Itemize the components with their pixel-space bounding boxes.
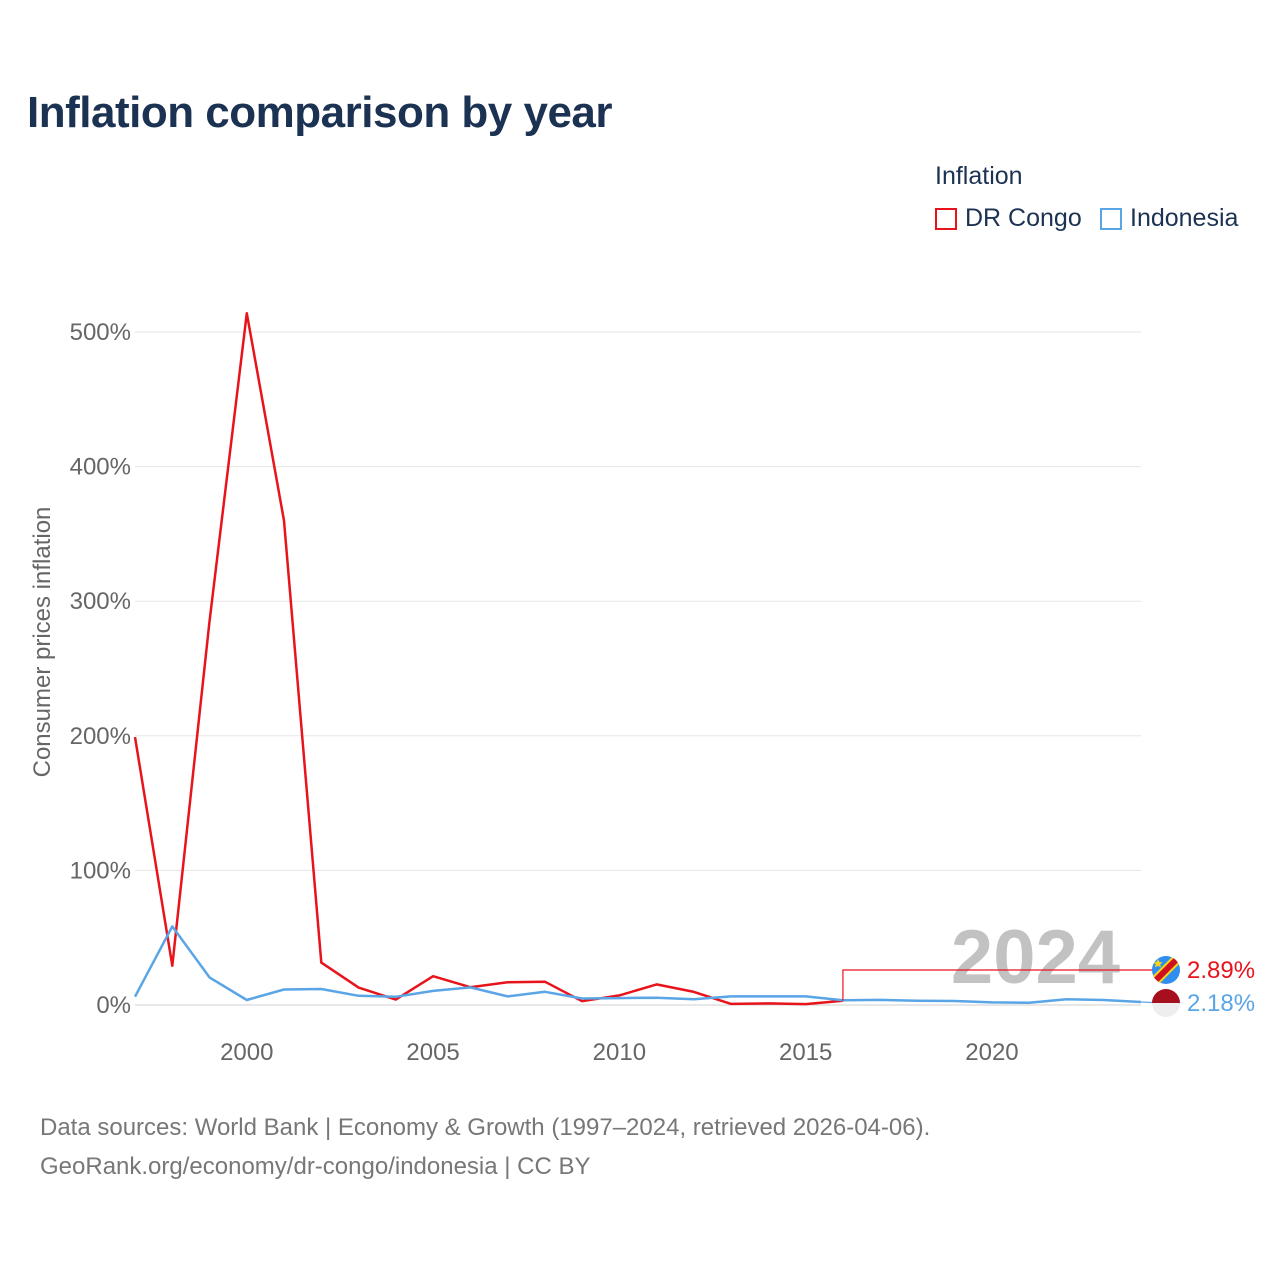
data-point-indonesia[interactable] [355, 992, 363, 1000]
data-point-dr-congo[interactable] [280, 517, 288, 525]
data-point-dr-congo[interactable] [653, 980, 661, 988]
data-point-indonesia[interactable] [727, 992, 735, 1000]
data-point-dr-congo[interactable] [168, 962, 176, 970]
series-line-indonesia[interactable] [133, 925, 1142, 1005]
legend-item-dr-congo[interactable]: DR Congo [935, 204, 1082, 233]
data-point-indonesia[interactable] [615, 994, 623, 1002]
data-point-indonesia[interactable] [168, 922, 176, 930]
data-point-indonesia[interactable] [280, 986, 288, 994]
data-source: Data sources: World Bank | Economy & Gro… [40, 1108, 930, 1186]
data-point-dr-congo[interactable] [131, 733, 139, 741]
axes: 0% 100% 200% 300% 400% 500% 2000 2005 2010 2015 20… [70, 319, 1141, 1066]
data-point-dr-congo[interactable] [802, 1000, 810, 1008]
data-point-dr-congo[interactable] [690, 988, 698, 996]
data-point-indonesia[interactable] [802, 992, 810, 1000]
legend-label-indonesia: Indonesia [1130, 204, 1239, 232]
data-point-indonesia[interactable] [913, 997, 921, 1005]
y-tick-label: 0% [96, 992, 131, 1019]
data-point-indonesia[interactable] [988, 998, 996, 1006]
end-connector-dr-congo [842, 969, 1166, 1001]
series-lines [131, 309, 1142, 1008]
data-point-indonesia[interactable] [1100, 996, 1108, 1004]
y-tick-label: 200% [70, 723, 131, 750]
x-tick-label: 2000 [220, 1039, 273, 1066]
chart-title: Inflation comparison by year [27, 88, 613, 137]
series-line-dr-congo[interactable] [133, 312, 844, 1006]
indonesia-flag-icon [1152, 989, 1180, 1017]
data-point-indonesia[interactable] [466, 983, 474, 991]
data-point-indonesia[interactable] [690, 995, 698, 1003]
data-point-indonesia[interactable] [317, 985, 325, 993]
x-tick-label: 2015 [779, 1039, 832, 1066]
data-point-indonesia[interactable] [504, 992, 512, 1000]
legend-swatch-dr-congo [935, 207, 957, 230]
x-tick-label: 2020 [965, 1039, 1018, 1066]
data-point-dr-congo[interactable] [429, 972, 437, 980]
data-point-indonesia[interactable] [951, 997, 959, 1005]
legend-swatch-indonesia [1100, 207, 1122, 230]
data-point-indonesia[interactable] [243, 996, 251, 1004]
legend-item-indonesia[interactable]: Indonesia [1100, 204, 1238, 233]
dr-congo-flag-icon [1152, 956, 1180, 984]
data-point-indonesia[interactable] [764, 992, 772, 1000]
line-chart: 0% 100% 200% 300% 400% 500% 2000 2005 2010 2015 20… [29, 309, 1255, 1066]
end-value-label-dr-congo: 2.89% [1187, 957, 1255, 984]
data-point-indonesia[interactable] [206, 973, 214, 981]
source-line-2: GeoRank.org/economy/dr-congo/indonesia |… [40, 1153, 591, 1180]
data-point-indonesia[interactable] [653, 994, 661, 1002]
data-point-indonesia[interactable] [429, 987, 437, 995]
data-point-dr-congo[interactable] [764, 999, 772, 1007]
data-point-indonesia[interactable] [541, 988, 549, 996]
data-point-indonesia[interactable] [1062, 995, 1070, 1003]
x-tick-label: 2010 [593, 1039, 646, 1066]
y-tick-label: 300% [70, 588, 131, 615]
data-point-indonesia[interactable] [392, 993, 400, 1001]
data-point-dr-congo[interactable] [355, 984, 363, 992]
end-value-label-indonesia: 2.18% [1187, 990, 1255, 1017]
data-point-dr-congo[interactable] [317, 959, 325, 967]
data-point-dr-congo[interactable] [206, 618, 214, 626]
data-point-indonesia[interactable] [131, 993, 139, 1001]
source-line-1: Data sources: World Bank | Economy & Gro… [40, 1114, 931, 1141]
current-year-watermark: 2024 [951, 915, 1120, 1000]
data-point-dr-congo[interactable] [541, 978, 549, 986]
data-point-dr-congo[interactable] [504, 978, 512, 986]
data-point-dr-congo[interactable] [727, 1000, 735, 1008]
data-point-indonesia[interactable] [578, 995, 586, 1003]
data-point-dr-congo[interactable] [243, 309, 251, 317]
data-point-indonesia[interactable] [1025, 999, 1033, 1007]
data-point-indonesia[interactable] [876, 996, 884, 1004]
y-tick-label: 100% [70, 857, 131, 884]
y-tick-label: 400% [70, 454, 131, 481]
legend-label-dr-congo: DR Congo [965, 204, 1082, 232]
legend-title: Inflation [935, 162, 1023, 190]
x-tick-label: 2005 [406, 1039, 459, 1066]
y-axis-label: Consumer prices inflation [29, 507, 56, 778]
y-tick-label: 500% [70, 319, 131, 346]
gridlines [135, 331, 1141, 871]
